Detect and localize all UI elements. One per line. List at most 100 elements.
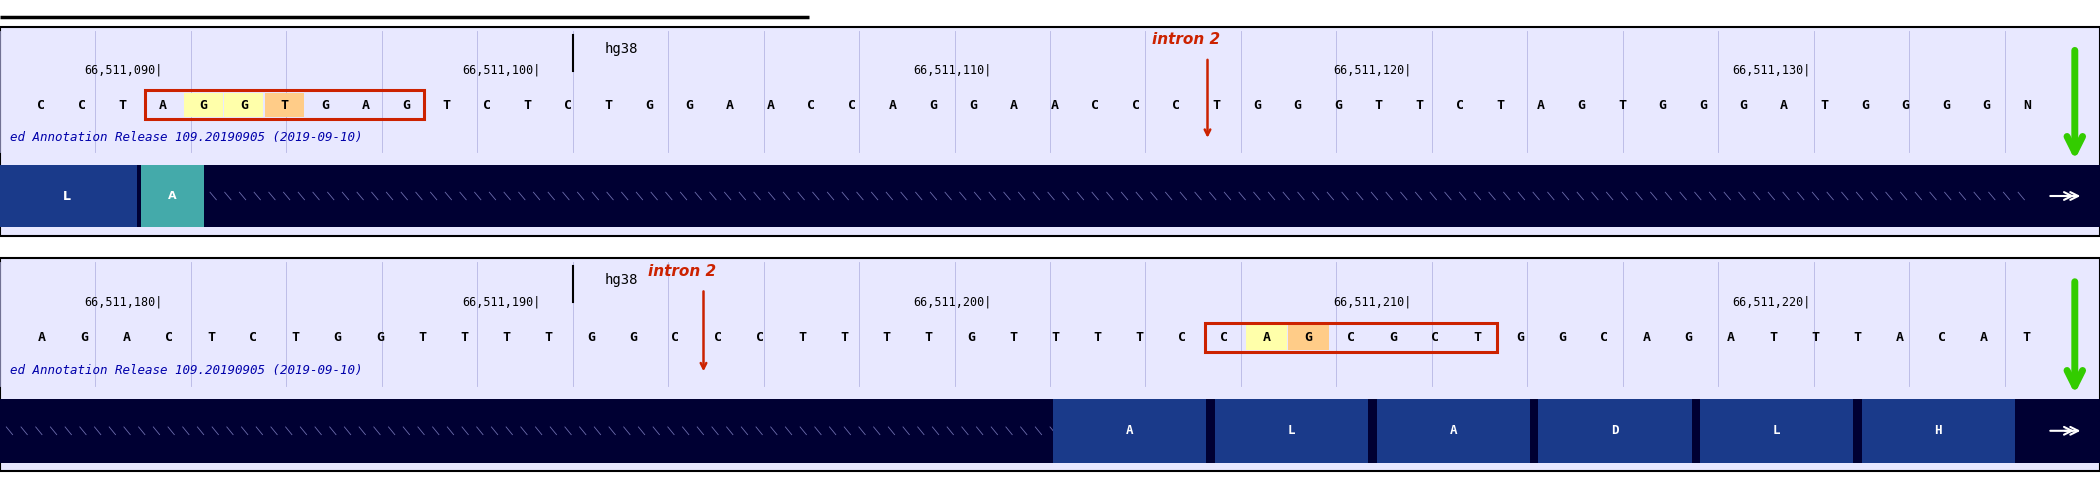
Bar	[0, 399, 2100, 463]
Text: G: G	[200, 99, 208, 112]
Text: G: G	[630, 331, 636, 344]
Text: T: T	[292, 331, 300, 344]
Text: C: C	[1220, 331, 1228, 344]
Text: C: C	[1455, 99, 1464, 112]
Text: L: L	[1287, 424, 1296, 437]
Text: G: G	[687, 99, 693, 112]
Text: T: T	[118, 99, 126, 112]
Bar	[1378, 399, 1529, 463]
Bar	[1537, 399, 1693, 463]
Text: C: C	[78, 99, 86, 112]
Bar	[0, 165, 136, 227]
Bar	[1245, 325, 1287, 350]
Text: G: G	[1334, 99, 1342, 112]
Text: A: A	[122, 331, 130, 344]
Text: C: C	[1178, 331, 1186, 344]
Bar	[185, 92, 223, 117]
Bar	[141, 165, 204, 227]
Bar	[225, 92, 262, 117]
Text: G: G	[239, 99, 248, 112]
Text: intron 2: intron 2	[649, 264, 716, 279]
Text: G: G	[1577, 99, 1586, 112]
Text: T: T	[1010, 331, 1016, 344]
Bar	[1214, 399, 1369, 463]
Text: G: G	[1659, 99, 1667, 112]
Text: A: A	[168, 191, 176, 201]
Text: G: G	[1254, 99, 1262, 112]
Text: A: A	[727, 99, 735, 112]
Bar	[1863, 399, 2016, 463]
Text: T: T	[1136, 331, 1145, 344]
Text: T: T	[2022, 331, 2031, 344]
Text: G: G	[1558, 331, 1567, 344]
Text: hg38: hg38	[605, 273, 638, 287]
Bar	[0, 27, 2100, 236]
Text: T: T	[1821, 99, 1829, 112]
Text: A: A	[1449, 424, 1457, 437]
Text: A: A	[1980, 331, 1989, 344]
Text: L: L	[1772, 424, 1781, 437]
Text: A: A	[38, 331, 46, 344]
Text: H: H	[1934, 424, 1943, 437]
Text: G: G	[1516, 331, 1525, 344]
Text: T: T	[460, 331, 468, 344]
Text: C: C	[756, 331, 764, 344]
Text: C: C	[164, 331, 172, 344]
Text: C: C	[1432, 331, 1438, 344]
Text: 66,511,130|: 66,511,130|	[1732, 64, 1810, 77]
Text: T: T	[1376, 99, 1382, 112]
Text: G: G	[1861, 99, 1869, 112]
Text: T: T	[281, 99, 288, 112]
Text: A: A	[361, 99, 370, 112]
Text: C: C	[1092, 99, 1098, 112]
Bar	[1289, 325, 1329, 350]
Text: G: G	[401, 99, 410, 112]
Text: C: C	[1172, 99, 1180, 112]
Text: T: T	[502, 331, 510, 344]
Text: T: T	[605, 99, 613, 112]
Text: T: T	[1052, 331, 1058, 344]
Text: T: T	[1212, 99, 1220, 112]
Text: A: A	[1010, 99, 1018, 112]
Text: C: C	[1938, 331, 1947, 344]
Text: T: T	[208, 331, 214, 344]
Bar	[1701, 399, 1852, 463]
Text: G: G	[966, 331, 974, 344]
Text: L: L	[63, 190, 71, 203]
Text: G: G	[970, 99, 976, 112]
Text: hg38: hg38	[605, 42, 638, 56]
Text: G: G	[1739, 99, 1747, 112]
Text: 66,511,120|: 66,511,120|	[1334, 64, 1411, 77]
Text: T: T	[1812, 331, 1819, 344]
Text: A: A	[1537, 99, 1546, 112]
Text: C: C	[1132, 99, 1140, 112]
Text: A: A	[1896, 331, 1905, 344]
Text: G: G	[1304, 331, 1312, 344]
Text: T: T	[544, 331, 552, 344]
Text: C: C	[1346, 331, 1355, 344]
Text: C: C	[483, 99, 491, 112]
Text: G: G	[645, 99, 653, 112]
Text: A: A	[766, 99, 775, 112]
Bar	[1054, 399, 1205, 463]
Text: C: C	[848, 99, 857, 112]
Text: A: A	[1050, 99, 1058, 112]
Text: G: G	[1684, 331, 1693, 344]
Text: 66,511,200|: 66,511,200|	[914, 295, 991, 309]
Text: 66,511,210|: 66,511,210|	[1334, 295, 1411, 309]
Text: T: T	[1497, 99, 1504, 112]
Text: C: C	[672, 331, 680, 344]
Text: A: A	[1262, 331, 1270, 344]
Text: G: G	[334, 331, 342, 344]
Text: ed Annotation Release 109.20190905 (2019-09-10): ed Annotation Release 109.20190905 (2019…	[10, 364, 363, 377]
Text: ed Annotation Release 109.20190905 (2019-09-10): ed Annotation Release 109.20190905 (2019…	[10, 131, 363, 144]
Text: G: G	[80, 331, 88, 344]
Text: C: C	[714, 331, 722, 344]
Text: G: G	[1388, 331, 1397, 344]
Text: G: G	[1294, 99, 1302, 112]
Bar	[0, 258, 2100, 471]
Text: 66,511,180|: 66,511,180|	[84, 295, 162, 309]
Bar	[145, 90, 424, 119]
Text: T: T	[1415, 99, 1424, 112]
Text: 66,511,100|: 66,511,100|	[462, 64, 540, 77]
